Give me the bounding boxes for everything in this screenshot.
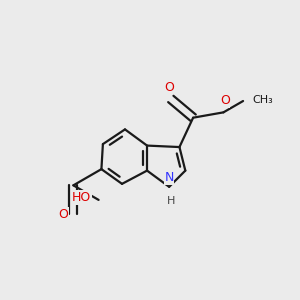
Text: CH₃: CH₃ [252,94,273,104]
Text: N: N [164,171,174,184]
Text: HO: HO [72,191,91,204]
Text: H: H [167,196,176,206]
Text: O: O [164,81,174,94]
Text: O: O [58,208,68,221]
Text: O: O [220,94,230,107]
